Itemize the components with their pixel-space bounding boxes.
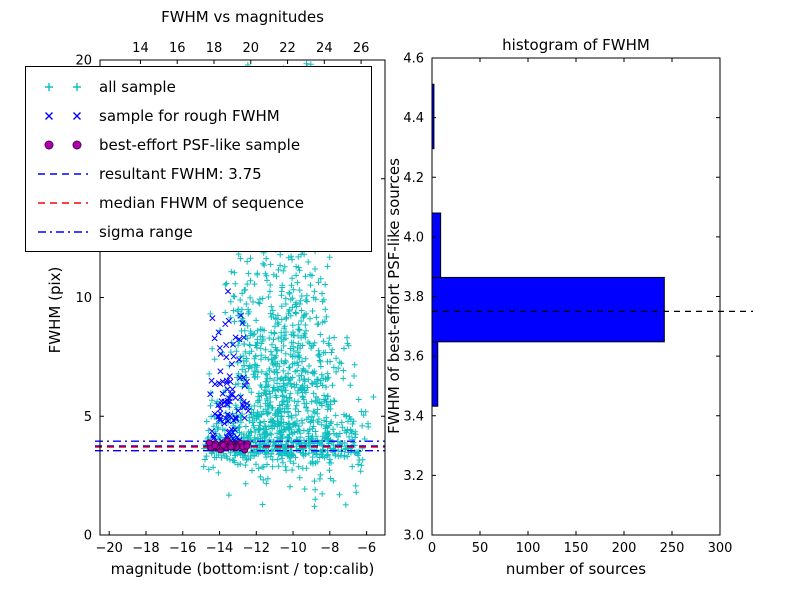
dashed-line-icon	[38, 201, 88, 204]
rough-fwhm-points	[207, 288, 252, 446]
right-plot-title: histogram of FWHM	[502, 36, 650, 54]
top-x-tick-label: 20	[243, 41, 260, 56]
legend-label: sample for rough FWHM	[99, 106, 280, 125]
y-tick-label: 10	[75, 291, 92, 306]
top-x-tick-label: 16	[169, 41, 186, 56]
top-x-tick-label: 18	[206, 41, 223, 56]
legend-item-sigma-range: sigma range	[35, 217, 362, 246]
histogram-bar	[431, 276, 665, 343]
left-ylabel: FWHM (pix)	[46, 267, 64, 354]
psf-point	[211, 442, 219, 450]
right-xlabel: number of sources	[506, 560, 646, 578]
legend-label: all sample	[99, 77, 176, 96]
histogram-bar	[431, 341, 439, 407]
x-glyph	[45, 111, 81, 120]
circle-marker-icon	[44, 140, 82, 149]
right-ylabel: FWHM of best-effort PSF-like sources	[385, 158, 403, 434]
top-x-tick-label: 24	[316, 41, 333, 56]
y-tick-label: 20	[75, 54, 92, 69]
x-tick-label: −8	[320, 541, 339, 556]
legend-item-resultant-fwhm: resultant FWHM: 3.75	[35, 159, 362, 188]
x-tick-label: 150	[564, 541, 589, 556]
x-tick-label: −14	[206, 541, 233, 556]
legend-item-all-sample: all sample	[35, 72, 362, 101]
y-tick-label: 5	[84, 410, 92, 425]
x-tick-label: −18	[132, 541, 159, 556]
legend: all sample sample for rough FWHM best-ef…	[25, 66, 372, 252]
dashdot-line-icon	[38, 230, 88, 233]
y-tick-label: 0	[84, 529, 92, 544]
psf-point	[243, 442, 251, 450]
x-tick-label: −12	[243, 541, 270, 556]
left-xlabel: magnitude (bottom:isnt / top:calib)	[111, 560, 375, 578]
legend-label: median FHWM of sequence	[99, 193, 304, 212]
x-tick-label: 300	[708, 541, 733, 556]
y-tick-label: 4.4	[403, 111, 424, 126]
y-tick-label: 3.0	[403, 529, 424, 544]
left-plot-title: FWHM vs magnitudes	[161, 8, 324, 26]
x-tick-label: −6	[357, 541, 376, 556]
y-tick-label: 4.6	[403, 52, 424, 67]
plus-glyph	[45, 82, 81, 91]
circle-glyph	[44, 140, 54, 149]
plus-marker-icon	[45, 82, 81, 91]
x-tick-label: 100	[516, 541, 541, 556]
histogram-bar	[431, 212, 442, 278]
top-x-tick-label: 22	[279, 41, 296, 56]
left-axes: −20 −18 −16 −14 −12 −10 −8 −6 14 16 18 20 22 24 26 0 5 10…	[46, 8, 386, 578]
psf-point	[219, 441, 227, 449]
x-tick-label: −16	[169, 541, 196, 556]
y-tick-label: 3.2	[403, 469, 424, 484]
x-tick-label: 50	[472, 541, 489, 556]
x-tick-label: 200	[612, 541, 637, 556]
legend-label: best-effort PSF-like sample	[99, 135, 301, 154]
top-x-tick-label: 26	[353, 41, 370, 56]
x-tick-label: 0	[428, 541, 436, 556]
y-tick-label: 3.8	[403, 290, 424, 305]
dashed-line-icon	[38, 172, 88, 175]
circle-glyph	[72, 140, 82, 149]
legend-item-median-fwhm: median FHWM of sequence	[35, 188, 362, 217]
y-tick-label: 4.0	[403, 230, 424, 245]
psf-sample-points	[205, 437, 251, 454]
x-tick-label: −20	[95, 541, 122, 556]
top-x-tick-label: 14	[132, 41, 149, 56]
x-tick-label: −10	[279, 541, 306, 556]
legend-item-rough-fwhm: sample for rough FWHM	[35, 101, 362, 130]
y-tick-label: 4.2	[403, 171, 424, 186]
y-tick-label: 3.6	[403, 350, 424, 365]
legend-item-psf-sample: best-effort PSF-like sample	[35, 130, 362, 159]
histogram-bars	[431, 83, 665, 407]
x-tick-label: 250	[660, 541, 685, 556]
legend-label: resultant FWHM: 3.75	[99, 164, 262, 183]
psf-point	[227, 443, 235, 451]
legend-label: sigma range	[99, 222, 193, 241]
x-marker-icon	[45, 111, 81, 120]
y-tick-label: 3.4	[403, 409, 424, 424]
right-axes: 0 50 100 150 200 250 300 3.0 3.2 3.4 3.6 3.8 4.0 4.2 4…	[385, 36, 732, 578]
